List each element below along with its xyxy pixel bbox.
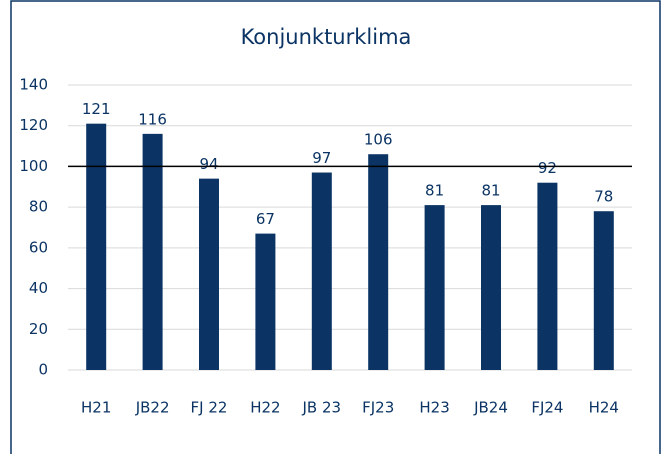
x-tick-label: FJ24 [531,399,563,417]
data-label: 94 [199,155,218,173]
x-tick-label: H23 [419,399,449,417]
x-tick-label: H22 [250,399,280,417]
bar [86,123,107,370]
data-label: 78 [594,188,613,206]
bar [481,205,501,370]
x-tick-label: JB 23 [302,399,342,417]
bar [142,133,163,370]
y-tick-label: 0 [38,361,48,379]
data-label: 81 [425,182,444,200]
x-tick-label: JB24 [473,399,508,417]
bar [199,178,219,370]
chart-title: Konjunkturklima [241,25,412,49]
bar [593,211,614,370]
x-tick-label: FJ23 [362,399,394,417]
y-tick-label: 80 [29,198,48,216]
bar [424,205,445,370]
chart-border [10,0,661,454]
x-tick-label: FJ 22 [191,399,228,417]
x-tick-label: JB22 [135,399,170,417]
y-tick-label: 20 [29,320,48,338]
data-label: 116 [138,110,167,128]
data-label: 67 [256,210,275,228]
data-label: 97 [312,149,331,167]
x-tick-label: H21 [81,399,111,417]
y-tick-label: 100 [19,157,48,175]
data-label: 92 [538,159,557,177]
bar [255,233,276,370]
bar [311,172,332,370]
data-label: 106 [364,131,393,149]
data-label: 81 [481,182,500,200]
bar [368,154,389,370]
y-tick-label: 140 [19,76,48,94]
x-tick-label: H24 [589,399,619,417]
data-label: 121 [82,100,111,118]
y-tick-label: 40 [29,279,48,297]
y-tick-label: 60 [29,238,48,256]
y-tick-label: 120 [19,116,48,134]
bar [537,182,558,370]
